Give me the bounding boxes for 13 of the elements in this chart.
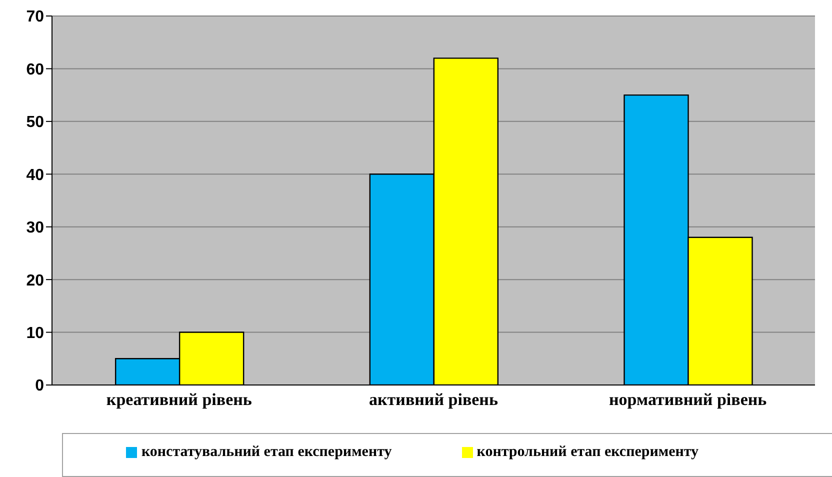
x-tick-label: креативний рівень: [106, 390, 252, 410]
legend-label: контрольний етап експерименту: [476, 444, 699, 460]
y-tick-label: 70: [26, 8, 44, 26]
y-tick-label: 60: [26, 61, 44, 78]
x-tick-label: нормативний рівень: [608, 390, 767, 410]
y-tick-label: 30: [26, 220, 44, 237]
y-tick-label: 10: [26, 324, 44, 342]
x-tick-label: активний рівень: [369, 390, 498, 410]
y-tick-label: 0: [35, 378, 44, 395]
y-tick-label: 40: [26, 166, 44, 184]
y-tick-label: 20: [26, 272, 44, 290]
legend-label: констатувальний етап експерименту: [141, 444, 392, 460]
y-tick-label: 50: [26, 114, 44, 132]
